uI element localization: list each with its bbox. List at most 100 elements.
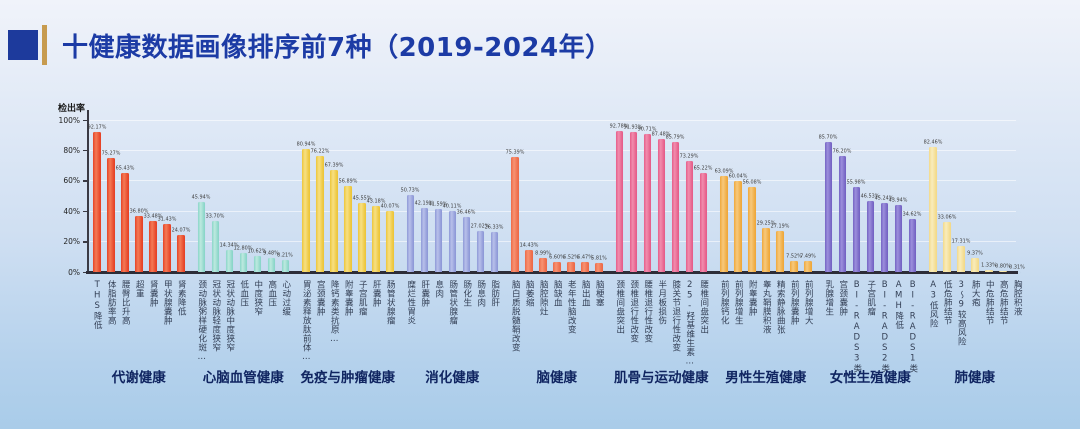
- bar-value: 14.34%: [219, 242, 239, 249]
- bar-value: 73.29%: [679, 152, 699, 159]
- bar-cell: 92.78% 颈椎间盘突出: [610, 120, 629, 334]
- bar: [539, 258, 547, 272]
- bar-cell: 10.62% 中度狭窄: [248, 120, 267, 316]
- bar-value: 45.94%: [191, 194, 211, 201]
- bar-cell: 45.55% 子宫肌瘤: [352, 120, 371, 316]
- bar: [838, 156, 846, 272]
- bar-label: 腰臀比升高: [120, 280, 131, 325]
- bar-cell: 65.43% 腰臀比升高: [115, 120, 134, 325]
- bar-value: 6.60%: [548, 254, 565, 260]
- bar-value: 9.37%: [966, 250, 983, 256]
- gridline: [90, 149, 1016, 151]
- bar-label: 脑梗塞: [594, 280, 605, 307]
- bar: [302, 148, 310, 272]
- bar: [581, 262, 589, 272]
- bar-cell: 7.49% 前列腺增大: [800, 120, 816, 325]
- bar-value: 75.27%: [101, 149, 121, 156]
- bar-value: 85.79%: [665, 133, 685, 140]
- bar-cell: 27.19% 精索静脉曲张: [770, 120, 789, 334]
- bar: [776, 230, 784, 272]
- group-name: 女性生殖健康: [829, 370, 911, 386]
- bar-label: 3～9较高风险: [956, 280, 967, 346]
- bar-cell: 40.07% 肠管状腺瘤: [380, 120, 399, 325]
- bar-cell: 43.94% AMH降低: [889, 120, 908, 330]
- bar: [239, 252, 247, 272]
- bar-cell: 36.80% 超重: [129, 120, 148, 298]
- bar-value: 56.08%: [742, 179, 762, 185]
- y-tick-label: 40%: [63, 206, 80, 216]
- bar-cell: 29.25% 睾丸鞘膜积液: [756, 120, 775, 334]
- bar-label: 中度狭窄: [252, 280, 263, 316]
- bar: [762, 227, 770, 272]
- bar-value: 12.80%: [233, 244, 253, 251]
- bar-group: 50.73% 糜烂性胃炎 42.19% 肝囊肿 41.59% 息肉 40.11% 肠管状腺瘤 3…: [401, 120, 504, 386]
- bar-value: 45.24%: [874, 195, 894, 202]
- bar: [267, 257, 275, 272]
- bar: [790, 260, 798, 272]
- bar: [448, 211, 456, 272]
- bar-cell: 8.99% 脑腔隙灶: [535, 120, 551, 316]
- bar-group: 85.70% 乳腺增生 76.20% 宫颈囊肿 55.98% BI-RADS3类 46.53…: [819, 120, 922, 386]
- bar-value: 87.48%: [651, 131, 671, 138]
- bar-value: 8.99%: [534, 250, 551, 257]
- bar-value: 24.07%: [171, 227, 191, 234]
- bar: [107, 157, 115, 272]
- bar: [211, 220, 219, 272]
- bar-value: 82.46%: [923, 138, 943, 145]
- page-title: 十健康数据画像排序前7种（2019-2024年）: [62, 32, 612, 63]
- bar-value: 9.48%: [263, 249, 280, 256]
- bar-cell: 56.08% 附睾囊肿: [742, 120, 761, 316]
- bar: [281, 259, 289, 272]
- bar-cell: 14.34% 冠状动脉中度狭窄: [220, 120, 239, 352]
- bar: [121, 172, 129, 272]
- bar-value: 33.70%: [205, 213, 225, 219]
- bar-label: 冠状动脉中度狭窄: [224, 280, 235, 352]
- bar-value: 29.25%: [756, 219, 776, 226]
- bar-label: 肠管状腺瘤: [447, 280, 458, 325]
- bar-cell: 9.37% 肺大疱: [967, 120, 983, 307]
- bar: [866, 201, 874, 272]
- y-tick-mark: [83, 271, 88, 273]
- bar-label: 乳腺增生: [823, 280, 834, 316]
- bar: [358, 202, 366, 272]
- bar: [490, 231, 498, 272]
- bar-label: 25-羟基维生素…: [684, 280, 695, 367]
- bar-value: 27.02%: [470, 223, 490, 229]
- bar: [929, 146, 937, 272]
- bar: [344, 185, 352, 272]
- bar-label: 降钙素类抗原…: [329, 280, 340, 345]
- bar: [553, 261, 561, 272]
- bar-value: 8.21%: [277, 251, 294, 258]
- bar: [225, 250, 233, 272]
- bar-cell: 75.39% 脑白质脱髓鞘改变: [505, 120, 524, 352]
- bar-value: 27.19%: [770, 222, 790, 229]
- bar: [699, 172, 707, 272]
- bar-cell: 63.09% 前列腺钙化: [714, 120, 733, 325]
- bar-value: 34.62%: [902, 211, 922, 218]
- y-tick-mark: [83, 119, 88, 121]
- bar-label: 冠状动脉轻度狭窄: [210, 280, 221, 352]
- bar-cell: 56.89% 附睾囊肿: [338, 120, 357, 316]
- y-tick-mark: [83, 180, 88, 182]
- bar-cell: 26.33% 脂肪肝: [485, 120, 504, 307]
- y-tick-mark: [83, 149, 88, 152]
- bar-value: 65.22%: [693, 165, 713, 171]
- bar: [734, 180, 742, 272]
- bar-label: 肠管状腺瘤: [385, 280, 396, 325]
- bar-label: 宫颈囊肿: [837, 280, 848, 316]
- bar-value: 7.49%: [799, 252, 816, 259]
- bar-value: 7.52%: [785, 252, 802, 259]
- bar-cell: 87.48% 半月板损伤: [652, 120, 671, 325]
- bar-cell: 6.60% 脑缺血: [549, 120, 565, 307]
- bar-label: 腰椎间盘突出: [698, 280, 709, 334]
- bar-cell: 45.24% BI-RADS2类: [875, 120, 894, 373]
- bar-value: 1.33%: [980, 262, 997, 268]
- bar-label: 胸腔积液: [1012, 280, 1023, 316]
- bar-value: 41.59%: [428, 201, 448, 207]
- bar-cell: 76.20% 宫颈囊肿: [833, 120, 852, 316]
- bar: [163, 224, 171, 272]
- group-name: 免疫与肿瘤健康: [300, 370, 396, 386]
- bar: [386, 211, 394, 272]
- title-square-accent: [8, 30, 38, 60]
- bar-value: 26.33%: [484, 224, 504, 230]
